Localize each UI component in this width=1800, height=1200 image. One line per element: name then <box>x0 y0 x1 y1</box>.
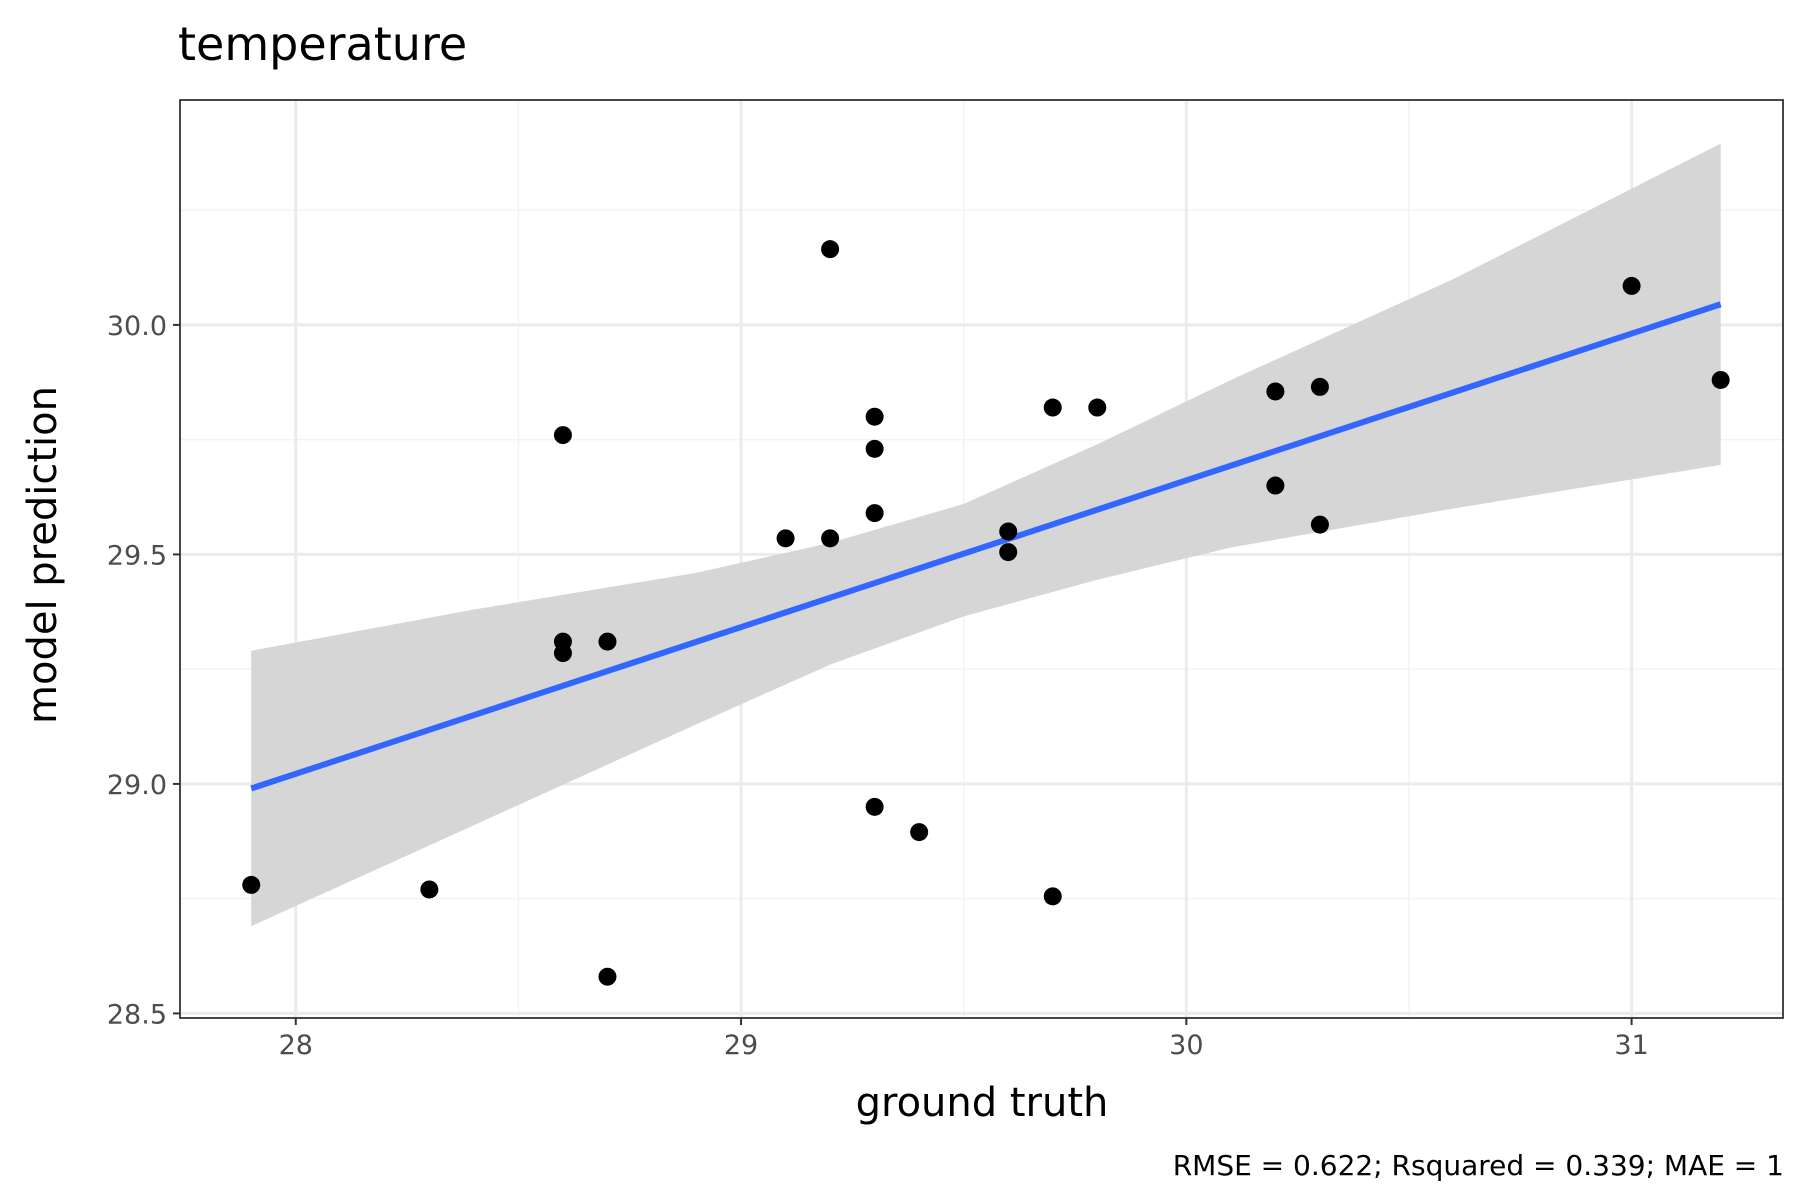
y-axis: 28.5 29.0 29.5 30.0 <box>107 311 180 1030</box>
data-point <box>865 439 884 458</box>
data-point <box>865 504 884 523</box>
x-tick-label: 28 <box>279 1030 313 1061</box>
confidence-band <box>251 143 1721 927</box>
x-tick-label: 31 <box>1614 1030 1648 1061</box>
data-point <box>1043 887 1062 906</box>
data-point <box>821 240 840 259</box>
data-point <box>1266 382 1285 401</box>
data-point <box>1310 515 1329 534</box>
data-point <box>776 529 795 548</box>
x-axis: 28 29 30 31 <box>279 1018 1649 1061</box>
data-points <box>242 240 1730 986</box>
data-point <box>999 522 1018 541</box>
regression-line-group <box>250 301 1722 792</box>
data-point <box>821 529 840 548</box>
data-point <box>1043 398 1062 417</box>
data-point <box>598 632 617 651</box>
chart-title: temperature <box>178 17 467 71</box>
y-tick-label: 29.5 <box>107 540 167 571</box>
data-point <box>999 543 1018 562</box>
data-point <box>865 407 884 426</box>
regression-line <box>250 301 1722 792</box>
x-tick-label: 30 <box>1169 1030 1203 1061</box>
x-axis-title: ground truth <box>856 1080 1109 1126</box>
y-axis-title: model prediction <box>20 386 66 724</box>
data-point <box>865 797 884 816</box>
data-point <box>242 875 261 894</box>
data-point <box>1310 377 1329 396</box>
data-point <box>1088 398 1107 417</box>
y-tick-label: 29.0 <box>107 770 167 801</box>
y-tick-label: 28.5 <box>107 999 167 1030</box>
data-point <box>553 644 572 663</box>
data-point <box>1711 370 1730 389</box>
data-point <box>1266 476 1285 495</box>
y-tick-label: 30.0 <box>107 311 167 342</box>
data-point <box>598 967 617 986</box>
x-tick-label: 29 <box>724 1030 758 1061</box>
data-point <box>553 426 572 445</box>
panel-border <box>179 99 1784 1019</box>
data-point <box>420 880 439 899</box>
confidence-band-area <box>251 143 1721 927</box>
metrics-caption: RMSE = 0.622; Rsquared = 0.339; MAE = 1 <box>1173 1149 1784 1182</box>
data-point <box>910 823 929 842</box>
data-point <box>1622 276 1641 295</box>
